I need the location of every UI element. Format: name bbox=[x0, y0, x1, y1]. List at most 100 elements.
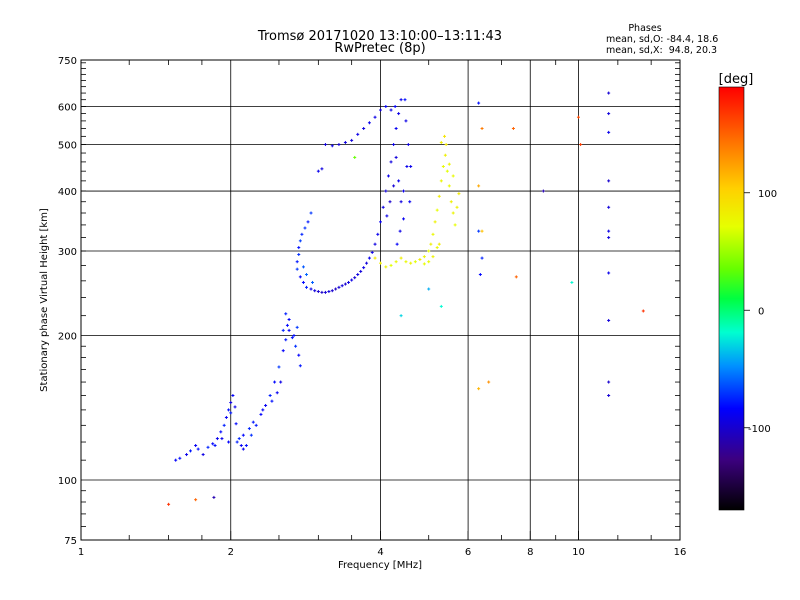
data-point bbox=[393, 105, 397, 109]
data-point bbox=[294, 344, 298, 348]
data-point bbox=[222, 423, 226, 427]
data-point bbox=[196, 447, 200, 451]
colorbar bbox=[718, 86, 745, 511]
data-point bbox=[298, 239, 302, 243]
data-point bbox=[298, 275, 302, 279]
data-point bbox=[244, 444, 248, 448]
data-point bbox=[297, 353, 301, 357]
data-point bbox=[340, 284, 344, 288]
data-point bbox=[413, 260, 417, 264]
data-point bbox=[427, 260, 431, 264]
data-point bbox=[362, 126, 366, 130]
data-point bbox=[399, 256, 403, 260]
data-point bbox=[457, 192, 461, 196]
data-point bbox=[305, 285, 309, 289]
data-point bbox=[227, 408, 231, 412]
data-point bbox=[316, 169, 320, 173]
data-point bbox=[579, 143, 583, 147]
data-point bbox=[402, 217, 406, 221]
data-point bbox=[570, 280, 574, 284]
data-point bbox=[388, 200, 392, 204]
data-point bbox=[309, 211, 313, 215]
data-point bbox=[281, 328, 285, 332]
data-point bbox=[301, 280, 305, 284]
data-point bbox=[443, 134, 447, 138]
data-point bbox=[379, 220, 382, 224]
y-tick-label: 200 bbox=[58, 332, 77, 343]
data-point bbox=[394, 260, 398, 264]
data-point bbox=[343, 282, 347, 286]
data-point bbox=[353, 276, 357, 280]
data-point bbox=[444, 143, 448, 147]
data-point bbox=[384, 265, 388, 269]
data-point bbox=[455, 205, 459, 209]
data-point bbox=[330, 144, 334, 148]
data-point bbox=[607, 318, 611, 322]
data-point bbox=[362, 266, 366, 270]
data-point bbox=[441, 164, 445, 168]
data-point bbox=[211, 442, 215, 446]
data-point bbox=[343, 140, 347, 144]
data-point bbox=[480, 229, 484, 233]
data-point bbox=[298, 364, 302, 368]
data-point bbox=[405, 164, 409, 168]
data-point bbox=[279, 380, 283, 384]
data-point bbox=[429, 242, 433, 246]
data-point bbox=[641, 309, 645, 313]
data-point bbox=[323, 290, 327, 294]
data-point bbox=[389, 160, 393, 164]
data-point bbox=[320, 290, 324, 294]
x-tick-label: 6 bbox=[465, 547, 471, 558]
data-point bbox=[249, 433, 253, 437]
chart-subtitle: RwPretec (8p) bbox=[334, 41, 425, 56]
data-point bbox=[389, 108, 393, 112]
data-point bbox=[607, 130, 611, 134]
data-point bbox=[447, 162, 451, 166]
data-point bbox=[427, 287, 431, 291]
data-point bbox=[277, 365, 281, 369]
data-point bbox=[227, 440, 231, 444]
data-point bbox=[241, 433, 245, 437]
data-point bbox=[347, 280, 351, 284]
data-point bbox=[409, 261, 413, 265]
data-point bbox=[427, 249, 431, 253]
data-point bbox=[435, 208, 439, 212]
data-point bbox=[445, 169, 449, 173]
data-point bbox=[373, 242, 377, 246]
y-tick-label: 600 bbox=[58, 103, 77, 114]
data-point bbox=[607, 205, 611, 209]
data-point bbox=[285, 323, 289, 327]
data-point bbox=[431, 255, 435, 259]
y-tick-label: 75 bbox=[64, 536, 77, 547]
data-point bbox=[264, 403, 268, 407]
x-tick-label: 1 bbox=[78, 547, 84, 558]
data-point bbox=[477, 101, 481, 105]
data-point bbox=[477, 387, 481, 391]
data-point bbox=[607, 380, 611, 384]
phases-label: Phases bbox=[628, 23, 661, 34]
data-point bbox=[370, 250, 374, 254]
data-point bbox=[334, 287, 338, 291]
x-tick-label: 8 bbox=[527, 547, 533, 558]
data-point bbox=[353, 155, 357, 159]
data-point bbox=[403, 98, 407, 102]
data-point bbox=[435, 246, 439, 250]
data-point bbox=[437, 194, 441, 198]
data-point bbox=[576, 115, 580, 119]
data-point bbox=[281, 349, 285, 353]
data-point bbox=[514, 275, 518, 279]
y-tick-label: 500 bbox=[58, 141, 77, 152]
data-point bbox=[356, 273, 360, 277]
data-point bbox=[327, 290, 331, 294]
chart-title: Tromsø 20171020 13:10:00–13:11:43 bbox=[257, 29, 502, 44]
data-point bbox=[241, 447, 245, 451]
data-point bbox=[480, 256, 484, 260]
data-point bbox=[206, 445, 210, 449]
data-point bbox=[376, 232, 380, 236]
data-point bbox=[367, 256, 371, 260]
data-point bbox=[316, 290, 320, 294]
data-point bbox=[231, 394, 235, 398]
data-point bbox=[306, 220, 310, 224]
data-point bbox=[399, 98, 403, 102]
data-point bbox=[233, 405, 237, 409]
